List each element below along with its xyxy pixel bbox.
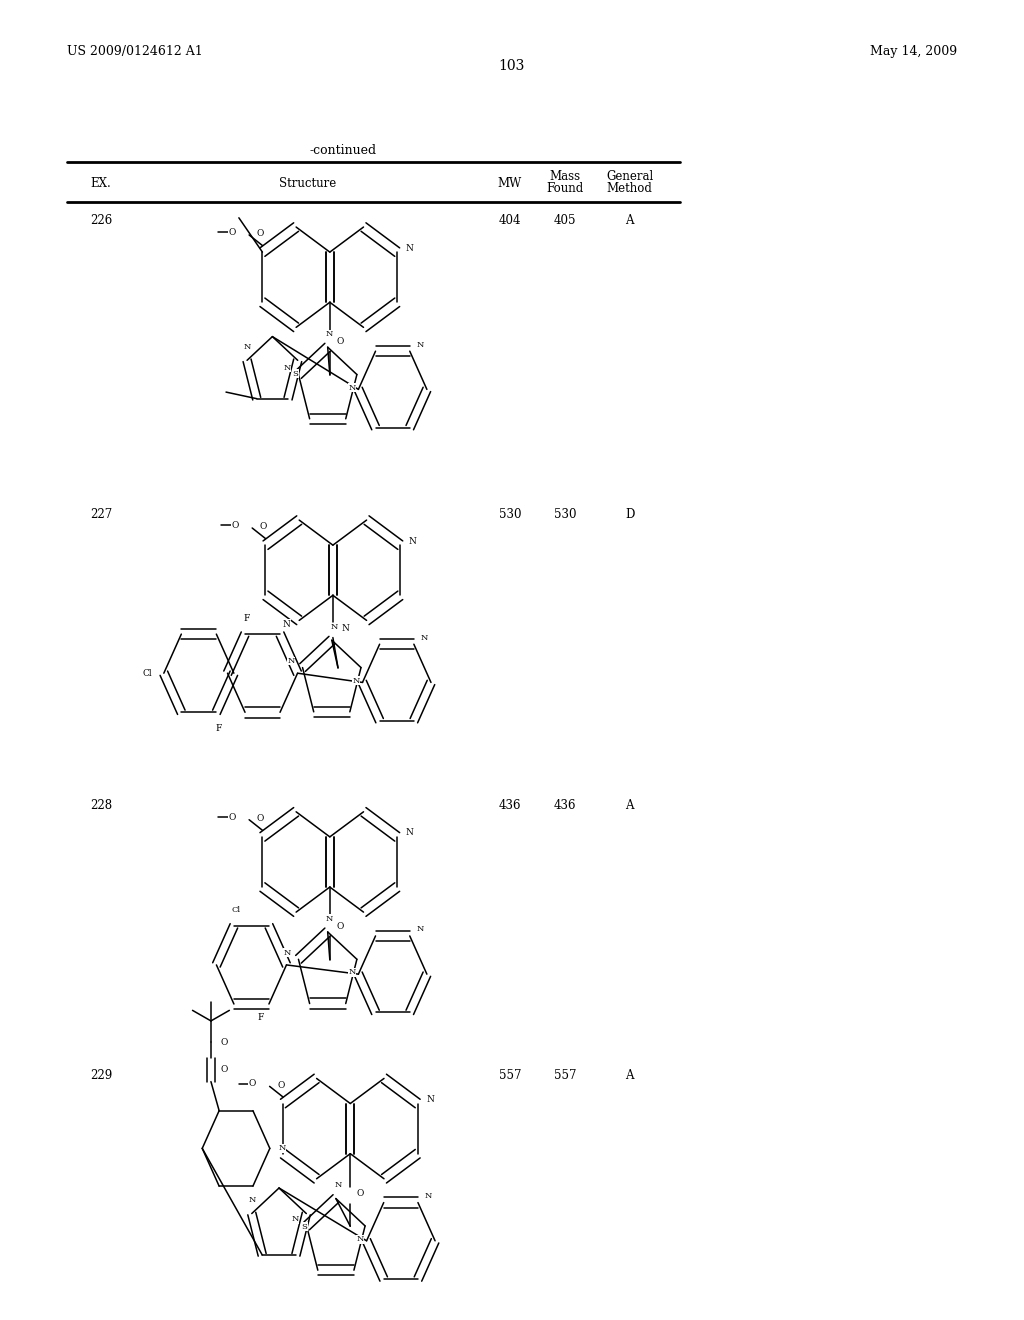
Text: D: D [625, 508, 635, 521]
Text: N: N [334, 1181, 342, 1189]
Text: O: O [336, 338, 344, 346]
Text: 530: 530 [554, 508, 577, 521]
Text: General: General [606, 170, 653, 183]
Text: N: N [292, 1216, 299, 1224]
Text: 103: 103 [499, 59, 525, 73]
Text: Method: Method [607, 182, 652, 195]
Text: N: N [425, 1192, 432, 1200]
Text: N: N [348, 969, 355, 977]
Text: N: N [284, 364, 291, 372]
Text: 436: 436 [554, 799, 577, 812]
Text: N: N [330, 623, 338, 631]
Text: N: N [283, 620, 291, 628]
Text: N: N [409, 537, 417, 545]
Text: 228: 228 [90, 799, 113, 812]
Text: F: F [244, 614, 250, 623]
Text: MW: MW [498, 177, 522, 190]
Text: 227: 227 [90, 508, 113, 521]
Text: N: N [284, 949, 291, 957]
Text: N: N [352, 677, 359, 685]
Text: N: N [426, 1096, 434, 1104]
Text: Structure: Structure [279, 177, 336, 190]
Text: O: O [257, 814, 264, 822]
Text: N: N [326, 915, 334, 923]
Text: N: N [279, 1144, 286, 1152]
Text: O: O [336, 923, 344, 931]
Text: N: N [417, 925, 424, 933]
Text: N: N [421, 634, 428, 642]
Text: 229: 229 [90, 1069, 113, 1082]
Text: N: N [417, 341, 424, 348]
Text: F: F [258, 1012, 264, 1022]
Text: O: O [220, 1065, 228, 1074]
Text: N: N [244, 343, 251, 351]
Text: May 14, 2009: May 14, 2009 [870, 45, 957, 58]
Text: A: A [626, 214, 634, 227]
Text: Cl: Cl [142, 669, 153, 677]
Text: N: N [326, 330, 334, 338]
Text: N: N [248, 1196, 255, 1204]
Text: O: O [228, 228, 236, 236]
Text: O: O [278, 1081, 285, 1089]
Text: Cl: Cl [231, 906, 241, 913]
Text: N: N [341, 624, 349, 632]
Text: O: O [231, 521, 239, 529]
Text: N: N [288, 657, 295, 665]
Text: N: N [406, 244, 414, 252]
Text: 557: 557 [499, 1069, 521, 1082]
Text: F: F [215, 723, 221, 733]
Text: O: O [220, 1038, 228, 1047]
Text: N: N [356, 1236, 364, 1243]
Text: 226: 226 [90, 214, 113, 227]
Text: 530: 530 [499, 508, 521, 521]
Text: A: A [626, 1069, 634, 1082]
Text: 404: 404 [499, 214, 521, 227]
Text: 405: 405 [554, 214, 577, 227]
Text: Found: Found [547, 182, 584, 195]
Text: O: O [257, 230, 264, 238]
Text: -continued: -continued [309, 144, 377, 157]
Text: S: S [301, 1222, 307, 1230]
Text: O: O [356, 1189, 365, 1197]
Text: EX.: EX. [90, 177, 111, 190]
Text: 436: 436 [499, 799, 521, 812]
Text: 557: 557 [554, 1069, 577, 1082]
Text: N: N [348, 384, 355, 392]
Text: O: O [228, 813, 236, 821]
Text: O: O [260, 523, 267, 531]
Text: S: S [293, 370, 299, 378]
Text: Mass: Mass [550, 170, 581, 183]
Text: US 2009/0124612 A1: US 2009/0124612 A1 [67, 45, 203, 58]
Text: O: O [249, 1080, 256, 1088]
Text: N: N [406, 829, 414, 837]
Text: A: A [626, 799, 634, 812]
